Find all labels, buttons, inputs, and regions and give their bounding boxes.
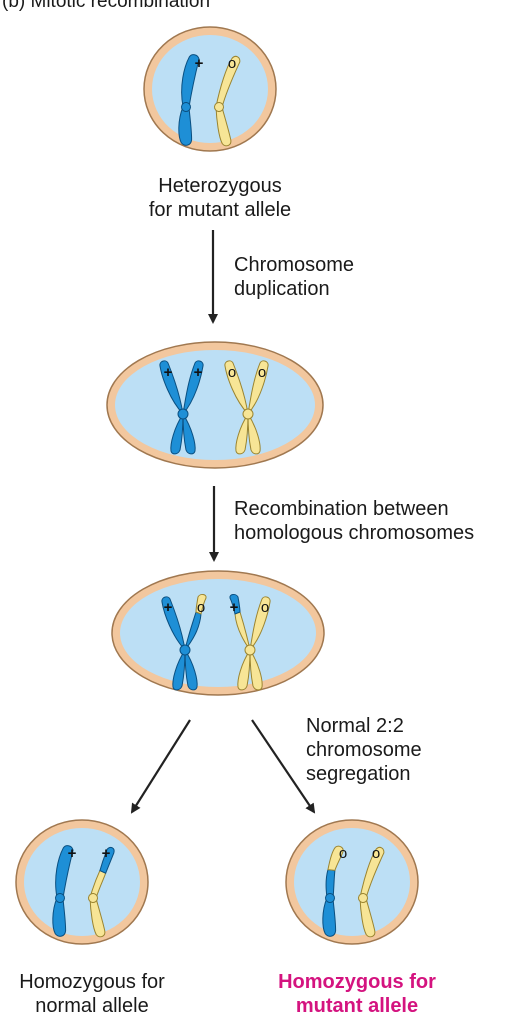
chromosome-mutant xyxy=(214,55,241,147)
chromosome-normal xyxy=(178,54,200,146)
label-heterozygous: Heterozygous for mutant allele xyxy=(148,175,292,221)
arrow-segregation-left xyxy=(130,719,191,814)
label-homozygous-normal: Homozygous for normal allele xyxy=(19,971,165,1017)
svg-text:o: o xyxy=(339,845,347,862)
svg-text:o: o xyxy=(372,845,380,862)
svg-text:o: o xyxy=(228,364,236,381)
svg-text:+: + xyxy=(164,599,173,616)
chromatids-right xyxy=(229,594,271,691)
svg-text:o: o xyxy=(258,364,266,381)
svg-text:+: + xyxy=(230,599,239,616)
allele-normal-mark: + xyxy=(195,55,204,72)
cell-heterozygous: + o xyxy=(143,26,277,152)
cell-daughter-normal: + + xyxy=(15,819,149,945)
chromatids-left xyxy=(161,594,207,691)
cell-recombined: + o + o xyxy=(111,570,325,696)
svg-text:o: o xyxy=(197,599,205,616)
svg-text:+: + xyxy=(102,845,111,862)
sister-chromatids-mutant xyxy=(224,360,269,455)
cell-daughter-mutant: o o xyxy=(285,819,419,945)
label-homozygous-mutant: Homozygous for mutant allele xyxy=(278,971,436,1017)
label-segregation: Normal 2:2 chromosome segregation xyxy=(306,715,422,785)
svg-text:+: + xyxy=(164,364,173,381)
svg-text:+: + xyxy=(194,364,203,381)
cell-duplicated: + + o o xyxy=(106,341,324,469)
label-recombination: Recombination between homologous chromos… xyxy=(234,498,475,544)
svg-text:o: o xyxy=(261,599,269,616)
label-chromosome-duplication: Chromosome duplication xyxy=(234,254,355,300)
arrow-segregation-right xyxy=(251,719,316,814)
figure-title: (b) Mitotic recombination xyxy=(2,0,211,12)
sister-chromatids-normal xyxy=(159,360,204,455)
allele-mutant-mark: o xyxy=(228,55,236,72)
svg-text:+: + xyxy=(68,845,77,862)
